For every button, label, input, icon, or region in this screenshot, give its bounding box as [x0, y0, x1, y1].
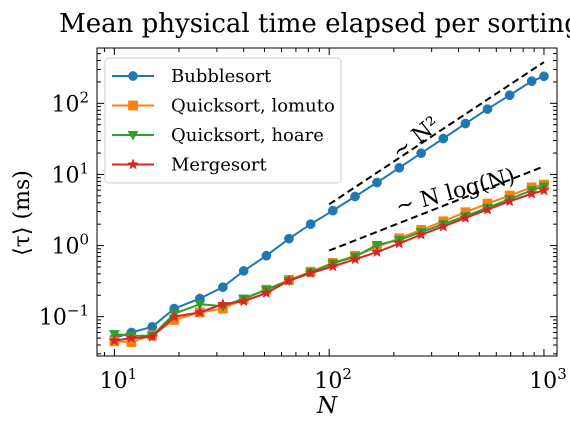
- x-axis-label: N: [316, 393, 338, 419]
- legend-entry-quicksort-hoare: Quicksort, hoare: [112, 125, 324, 146]
- data-point: [539, 71, 549, 82]
- data-point: [481, 203, 494, 215]
- data-point: [305, 219, 316, 230]
- legend-label: Quicksort, hoare: [171, 125, 324, 146]
- data-point: [371, 245, 383, 258]
- data-point: [525, 187, 538, 199]
- y-axis-label: ⟨τ⟩ (ms): [10, 170, 35, 256]
- reference-line-n-squared: [328, 61, 545, 206]
- y-tick-label: 101: [51, 159, 89, 188]
- data-point: [327, 205, 338, 216]
- data-point: [194, 300, 206, 310]
- data-point: [125, 331, 138, 344]
- data-point: [416, 148, 426, 159]
- legend-items: Bubblesort Quicksort, lomuto Quicksort, ho…: [112, 66, 335, 176]
- legend-entry-bubblesort: Bubblesort: [112, 66, 272, 87]
- series-mergesort: [108, 184, 550, 346]
- legend-label: Mergesort: [171, 155, 268, 176]
- series-layer: [108, 71, 550, 347]
- data-point: [503, 195, 516, 207]
- tick-labels: 101 102 103 10−1 100 101 102: [39, 88, 567, 394]
- data-point: [371, 241, 383, 251]
- data-point: [349, 253, 362, 265]
- y-tick-label: 100: [51, 231, 89, 260]
- data-point: [238, 266, 249, 276]
- legend-entry-quicksort-lomuto: Quicksort, lomuto: [112, 96, 335, 117]
- reference-lines: [328, 61, 545, 252]
- data-point: [460, 118, 471, 129]
- reference-line-n-log-n: [328, 165, 545, 252]
- y-tick-label: 102: [51, 88, 89, 117]
- data-point: [538, 184, 550, 196]
- data-point: [260, 286, 273, 299]
- legend-label: Quicksort, lomuto: [171, 96, 335, 117]
- legend-frame: [104, 57, 342, 184]
- data-point: [393, 237, 406, 249]
- data-point: [482, 104, 493, 114]
- data-point: [304, 266, 317, 279]
- y-tick-label: 10−1: [39, 302, 89, 331]
- chart-title: Mean physical time elapsed per sorting: [59, 9, 570, 39]
- plot-area: 101 102 103 10−1 100 101 102: [39, 47, 567, 394]
- data-point: [372, 177, 382, 188]
- data-point: [526, 76, 537, 87]
- data-point: [284, 233, 294, 244]
- legend-entry-mergesort: Mergesort: [112, 155, 268, 176]
- data-point: [146, 330, 159, 342]
- data-point: [261, 250, 272, 261]
- data-point: [108, 334, 121, 346]
- data-point: [415, 228, 428, 240]
- data-point: [504, 90, 515, 101]
- x-tick-label: 101: [100, 365, 138, 394]
- x-tick-label: 102: [314, 365, 352, 394]
- data-point: [216, 297, 229, 310]
- legend-label: Bubblesort: [171, 66, 272, 87]
- data-point: [168, 310, 181, 322]
- data-point: [438, 133, 449, 144]
- legend: Bubblesort Quicksort, lomuto Quicksort, ho…: [104, 57, 342, 184]
- data-point: [147, 321, 158, 332]
- data-point: [459, 211, 472, 223]
- data-point: [283, 274, 295, 286]
- data-point: [237, 294, 250, 307]
- axes-frame: [96, 47, 558, 357]
- legend-swatch-marker: [127, 158, 139, 170]
- data-point: [326, 260, 339, 272]
- data-point: [437, 220, 450, 232]
- ref-label-n-log-n: ∼ N log(N): [393, 164, 518, 220]
- data-point: [218, 282, 228, 293]
- data-point: [350, 191, 360, 202]
- legend-swatch-marker: [127, 131, 139, 141]
- axes-layer: [96, 47, 558, 357]
- legend-swatch-marker: [128, 71, 138, 81]
- data-point: [394, 162, 405, 173]
- x-tick-label: 103: [529, 365, 567, 394]
- data-point: [193, 306, 206, 318]
- legend-swatch-marker: [128, 100, 138, 111]
